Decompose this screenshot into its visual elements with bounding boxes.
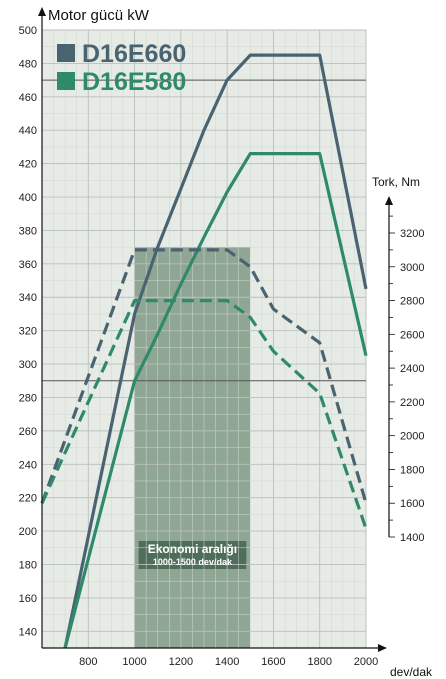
y-left-tick-240: 240	[19, 459, 37, 471]
tick-labels: 140 160 180 200 220 240 260 280 300 320 340 360 380 4…	[19, 25, 425, 668]
y-left-tick-420: 420	[19, 159, 37, 171]
y-right-tick-1800: 1800	[400, 464, 424, 476]
legend-swatch-d16e660	[57, 44, 75, 62]
y-left-tick-140: 140	[19, 626, 37, 638]
y-left-tick-500: 500	[19, 25, 37, 37]
y-left-tick-460: 460	[19, 92, 37, 104]
x-tick-1200: 1200	[169, 656, 193, 668]
y-axis-right-label: Tork, Nm	[372, 175, 420, 189]
y-left-tick-320: 320	[19, 326, 37, 338]
y-axis-left-label: Motor gücü kW	[48, 7, 150, 24]
y-left-tick-480: 480	[19, 58, 37, 70]
y-left-tick-180: 180	[19, 559, 37, 571]
y-right-tick-1600: 1600	[400, 498, 424, 510]
x-tick-1400: 1400	[215, 656, 239, 668]
economy-band-sublabel: 1000-1500 dev/dak	[153, 557, 233, 567]
y-right-tick-3200: 3200	[400, 228, 424, 240]
legend-swatch-d16e580	[57, 72, 75, 90]
axes	[38, 7, 395, 652]
economy-band-label: Ekonomi aralığı	[148, 542, 237, 556]
y-right-tick-2600: 2600	[400, 329, 424, 341]
y-left-tick-200: 200	[19, 526, 37, 538]
y-left-tick-220: 220	[19, 493, 37, 505]
y-left-tick-260: 260	[19, 426, 37, 438]
x-tick-2000: 2000	[354, 656, 378, 668]
x-tick-800: 800	[79, 656, 97, 668]
x-tick-1000: 1000	[122, 656, 146, 668]
x-axis-arrow	[378, 644, 387, 652]
x-axis-label: dev/dak	[390, 665, 433, 679]
y-right-tick-2800: 2800	[400, 296, 424, 308]
series-line-d16e580-torque	[40, 299, 368, 530]
y-axis-right-arrow	[385, 196, 393, 205]
y-left-tick-280: 280	[19, 392, 37, 404]
x-tick-1800: 1800	[307, 656, 331, 668]
y-left-tick-300: 300	[19, 359, 37, 371]
y-left-tick-440: 440	[19, 125, 37, 137]
y-right-tick-2200: 2200	[400, 397, 424, 409]
y-right-tick-3000: 3000	[400, 262, 424, 274]
y-left-tick-400: 400	[19, 192, 37, 204]
y-left-tick-380: 380	[19, 225, 37, 237]
legend-label-d16e580: D16E580	[82, 68, 186, 96]
series-line-d16e660-power	[63, 53, 368, 649]
y-left-tick-360: 360	[19, 259, 37, 271]
legend-label-d16e660: D16E660	[82, 40, 186, 68]
series-lines	[40, 53, 368, 649]
series-line-d16e660-torque	[40, 248, 368, 504]
y-left-tick-160: 160	[19, 593, 37, 605]
series-line-d16e580-power	[63, 152, 368, 649]
y-right-tick-2400: 2400	[400, 363, 424, 375]
y-axis-left-arrow	[38, 7, 46, 16]
y-right-tick-1400: 1400	[400, 532, 424, 544]
x-tick-1600: 1600	[261, 656, 285, 668]
y-left-tick-340: 340	[19, 292, 37, 304]
y-right-tick-2000: 2000	[400, 431, 424, 443]
